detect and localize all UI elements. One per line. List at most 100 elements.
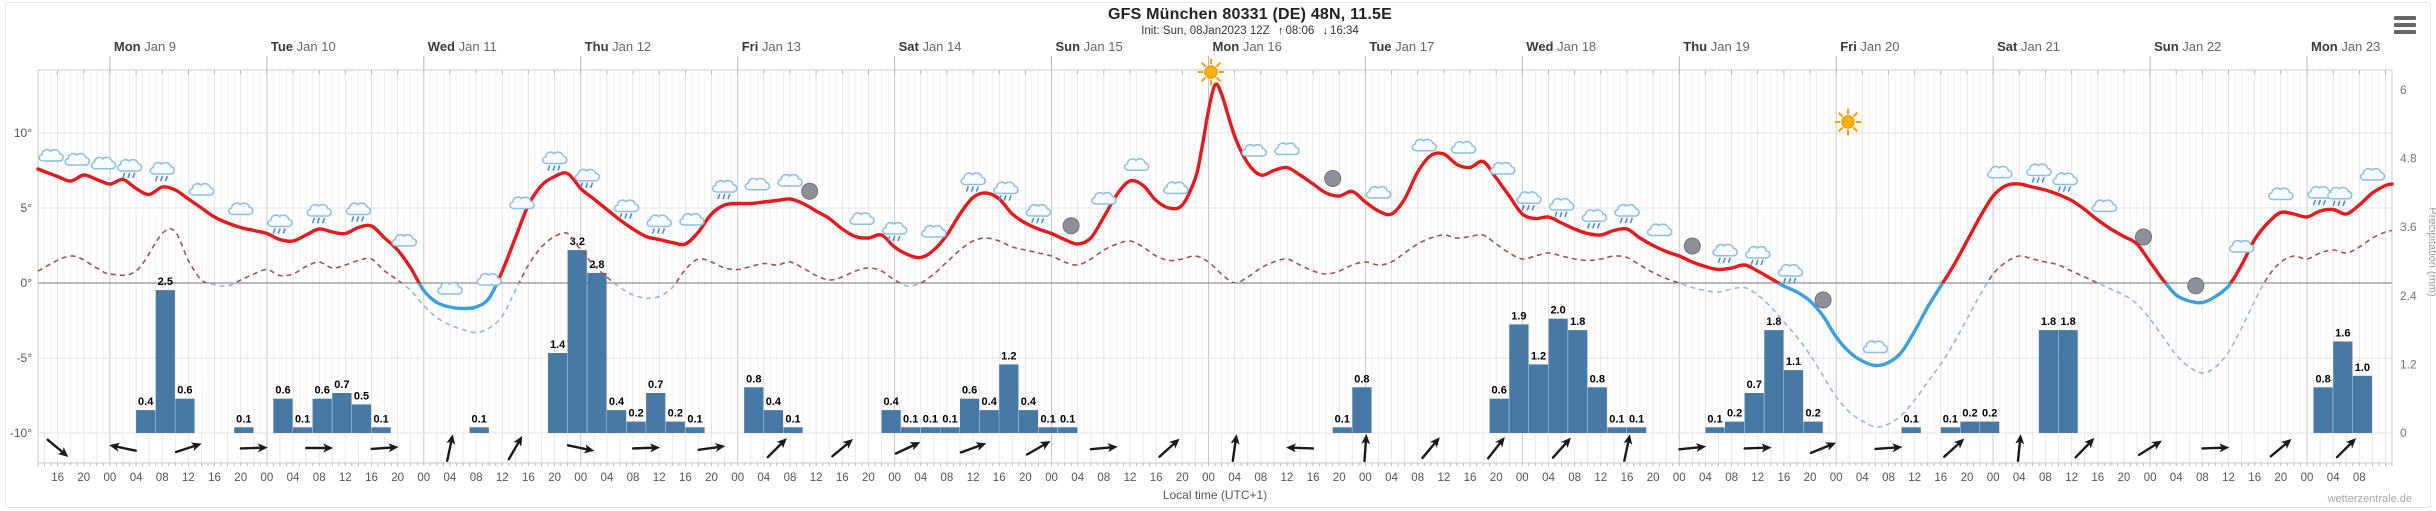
precip-bar — [979, 410, 999, 433]
hour-label: 12 — [1281, 472, 1294, 484]
precip-bar — [1058, 427, 1078, 433]
hour-label: 16 — [836, 472, 849, 484]
precip-bar-value: 1.4 — [550, 339, 566, 351]
precip-bar — [1568, 330, 1588, 433]
wind-arrow — [239, 443, 268, 453]
wind-arrow — [766, 438, 787, 459]
wind-arrow — [1421, 437, 1440, 460]
hour-label: 20 — [1647, 472, 1660, 484]
cloud-icon — [1241, 143, 1267, 157]
rain-cloud-icon — [307, 205, 331, 223]
wind-arrow — [174, 442, 202, 454]
precip-bar — [1587, 387, 1607, 433]
precip-bar — [1940, 427, 1960, 433]
hour-label: 04 — [1385, 472, 1398, 484]
precip-bar-value: 0.1 — [1335, 413, 1350, 425]
rain-cloud-icon — [1550, 199, 1574, 217]
hour-label: 08 — [1882, 472, 1895, 484]
cloud-icon — [90, 156, 117, 170]
wind-arrow — [445, 434, 456, 462]
hour-label: 16 — [679, 472, 692, 484]
temp-axis-labels: 10° 5° 0° -5° -10° — [10, 126, 32, 440]
precip-tick-label: 3.6 — [2400, 220, 2417, 234]
wind-arrow — [894, 442, 921, 455]
hour-label: 12 — [1124, 472, 1137, 484]
hour-label: 04 — [1699, 472, 1712, 484]
precip-bar — [548, 353, 568, 433]
day-label: Sun Jan 22 — [2154, 39, 2221, 54]
precip-bar — [1332, 427, 1352, 433]
precip-bar-value: 0.1 — [373, 413, 388, 425]
precip-bar — [1038, 427, 1058, 433]
hour-label: 12 — [1594, 472, 1607, 484]
precip-bar — [234, 427, 254, 433]
precip-bar-value: 0.2 — [668, 408, 683, 420]
precip-bar-value: 1.0 — [2355, 362, 2370, 374]
day-label: Wed Jan 11 — [428, 39, 497, 54]
precip-bar-value: 0.1 — [472, 413, 487, 425]
wind-arrow — [2015, 434, 2025, 463]
rain-cloud-icon — [1517, 192, 1541, 210]
precip-bar-value: 1.1 — [1786, 356, 1801, 368]
precip-bar-value: 0.6 — [962, 385, 977, 397]
hour-label: 04 — [2013, 472, 2026, 484]
precip-bar — [1705, 427, 1725, 433]
precip-tick-label: 0 — [2400, 426, 2407, 440]
day-labels: Mon Jan 9 Tue Jan 10 Wed Jan 11 Thu Jan 12 F… — [114, 39, 2380, 54]
hour-label: 04 — [1228, 472, 1241, 484]
hour-label: 16 — [365, 472, 378, 484]
precip-bar-value: 0.6 — [177, 385, 192, 397]
precip-bar-value: 0.1 — [687, 413, 702, 425]
day-label: Tue Jan 10 — [271, 39, 336, 54]
precip-tick-label: 6 — [2400, 83, 2407, 97]
wind-arrow — [1943, 438, 1965, 458]
precip-tick-label: 2.4 — [2400, 289, 2417, 303]
hour-label: 04 — [287, 472, 300, 484]
rain-cloud-icon — [543, 152, 567, 170]
wind-arrow — [1623, 434, 1633, 462]
chart-menu-button[interactable] — [2392, 12, 2420, 38]
hour-label: 08 — [470, 472, 483, 484]
moon-icon — [1062, 217, 1080, 235]
hour-label: 16 — [993, 472, 1006, 484]
precip-bar-value: 2.0 — [1550, 305, 1565, 317]
precip-bar — [920, 427, 940, 433]
day-label: Mon Jan 23 — [2311, 39, 2380, 54]
precip-bar-value: 1.9 — [1511, 310, 1526, 322]
x-axis-title: Local time (UTC+1) — [1163, 488, 1267, 502]
precip-bar — [567, 250, 587, 433]
hour-label: 16 — [1934, 472, 1947, 484]
precip-bar-value: 0.4 — [1021, 396, 1037, 408]
hamburger-icon — [2394, 16, 2416, 20]
hour-label: 00 — [104, 472, 117, 484]
wind-arrow — [2269, 439, 2292, 458]
precip-bar-value: 0.7 — [648, 379, 663, 391]
precip-bar-value: 0.1 — [1040, 413, 1055, 425]
hour-label: 08 — [2039, 472, 2052, 484]
precip-bar — [136, 410, 156, 433]
hour-label: 20 — [862, 472, 875, 484]
precip-bar-value: 0.4 — [982, 396, 998, 408]
precip-bar — [1509, 324, 1529, 433]
hour-label: 20 — [705, 472, 718, 484]
chart-header: GFS München 80331 (DE) 48N, 11.5E Init: … — [0, 6, 2436, 37]
precip-bar-value: 0.2 — [1727, 408, 1742, 420]
day-label: Sun Jan 15 — [1056, 39, 1123, 54]
wind-arrow — [959, 442, 987, 454]
hour-label: 16 — [208, 472, 221, 484]
hour-label: 04 — [2170, 472, 2183, 484]
precip-bar — [2038, 330, 2059, 433]
day-label: Mon Jan 16 — [1213, 39, 1282, 54]
cloud-icon — [509, 196, 535, 210]
precip-bar-value: 0.1 — [923, 413, 938, 425]
temperature-curve — [36, 82, 2394, 368]
hour-label: 00 — [417, 472, 430, 484]
cloud-icon — [1987, 165, 2013, 179]
hour-label: 08 — [1725, 472, 1738, 484]
hour-label: 20 — [234, 472, 247, 484]
wind-arrow — [2201, 443, 2230, 453]
hour-label: 00 — [888, 472, 901, 484]
cloud-icon — [391, 233, 417, 247]
hour-label: 00 — [1830, 472, 1843, 484]
hour-label: 08 — [1097, 472, 1110, 484]
